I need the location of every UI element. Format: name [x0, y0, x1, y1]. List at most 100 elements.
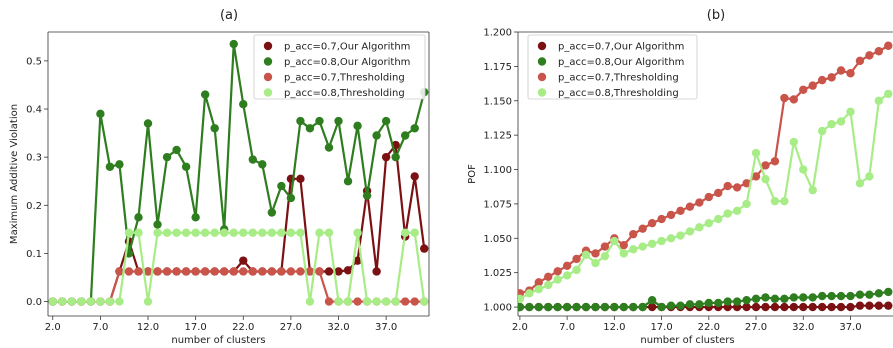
data-point	[343, 297, 353, 306]
data-point	[200, 228, 210, 237]
data-point	[789, 302, 799, 312]
data-point	[410, 297, 419, 306]
data-point	[751, 148, 761, 158]
data-point	[96, 109, 105, 119]
data-point	[666, 210, 676, 220]
plot-area	[48, 39, 429, 306]
data-point	[134, 267, 143, 276]
legend-marker	[263, 88, 273, 97]
data-point	[381, 297, 391, 306]
data-point	[410, 124, 419, 133]
legend-marker	[537, 41, 547, 51]
data-point	[581, 302, 591, 312]
series-2	[48, 39, 429, 306]
data-point	[153, 228, 162, 237]
data-point	[572, 302, 581, 312]
data-point	[638, 224, 647, 233]
data-point	[884, 41, 893, 50]
data-point	[153, 220, 162, 229]
data-point	[742, 199, 751, 209]
data-point	[855, 290, 865, 299]
data-point	[229, 267, 238, 276]
data-point	[562, 271, 572, 280]
data-point	[553, 267, 562, 276]
x-tick-label: 7.0	[92, 322, 108, 333]
data-point	[695, 223, 704, 232]
legend: p_acc=0.7,Our Algorithm p_acc=0.8,Our Alg…	[527, 34, 698, 100]
data-point	[334, 267, 343, 276]
data-point	[874, 96, 884, 105]
x-tick-label: 22.0	[698, 322, 720, 333]
data-point	[210, 124, 219, 133]
data-point	[534, 284, 543, 294]
data-point	[324, 143, 334, 152]
data-point	[229, 39, 238, 49]
chart-title: (a)	[220, 8, 238, 23]
data-point	[248, 155, 257, 164]
data-point	[277, 181, 286, 191]
data-point	[581, 250, 591, 259]
data-point	[770, 294, 780, 304]
data-point	[343, 266, 353, 275]
data-point	[324, 228, 334, 237]
data-point	[629, 245, 638, 254]
data-point	[353, 228, 362, 237]
data-point	[638, 242, 647, 251]
data-point	[296, 174, 305, 184]
data-point	[704, 218, 714, 228]
data-point	[553, 302, 562, 312]
data-point	[572, 265, 581, 275]
x-ticks: 2.0 7.0 12.0 17.0 22.0 27.0 32.0 37.0	[512, 316, 862, 333]
data-point	[105, 162, 115, 171]
data-point	[619, 302, 628, 312]
data-point	[732, 297, 742, 306]
data-point	[836, 117, 846, 126]
data-point	[817, 302, 827, 312]
data-point	[534, 278, 543, 287]
data-point	[162, 267, 172, 276]
data-point	[239, 228, 248, 237]
legend-label: p_acc=0.8,Our Algorithm	[284, 57, 410, 68]
axes-frame	[47, 31, 430, 317]
y-tick-label: 0.2	[26, 201, 42, 212]
y-tick-label: 1.025	[483, 268, 512, 279]
x-tick-label: 37.0	[839, 322, 861, 333]
data-point	[846, 107, 855, 116]
data-point	[544, 280, 553, 290]
data-point	[789, 95, 799, 104]
data-point	[808, 302, 817, 312]
data-point	[742, 302, 751, 312]
data-point	[286, 228, 296, 237]
y-tick-label: 1.175	[483, 62, 512, 73]
data-point	[657, 214, 666, 224]
data-point	[714, 188, 723, 198]
series-4	[48, 228, 429, 306]
data-point	[619, 249, 628, 258]
y-tick-label: 0.4	[26, 105, 42, 116]
data-point	[610, 302, 619, 312]
data-point	[704, 298, 714, 308]
data-point	[780, 196, 789, 206]
x-tick-label: 2.0	[45, 322, 61, 333]
data-point	[638, 302, 647, 312]
data-point	[220, 267, 229, 276]
data-point	[666, 301, 676, 310]
data-point	[200, 267, 210, 276]
data-point	[799, 293, 808, 302]
data-point	[343, 177, 353, 186]
data-point	[381, 152, 391, 162]
data-point	[732, 206, 742, 215]
data-point	[353, 121, 362, 131]
series-line	[52, 270, 425, 303]
data-point	[518, 302, 525, 312]
data-point	[685, 300, 695, 309]
chart-panel-b: (b)1.0001.0251.0501.0751.1001.1251.1501.…	[467, 8, 893, 346]
data-point	[134, 213, 143, 222]
data-point	[277, 267, 286, 276]
data-point	[629, 302, 638, 312]
data-point	[553, 275, 562, 284]
data-point	[761, 293, 770, 302]
x-ticks: 2.0 7.0 12.0 17.0 22.0 27.0 32.0 37.0	[45, 316, 397, 333]
data-point	[305, 267, 315, 276]
x-tick-label: 12.0	[603, 322, 625, 333]
